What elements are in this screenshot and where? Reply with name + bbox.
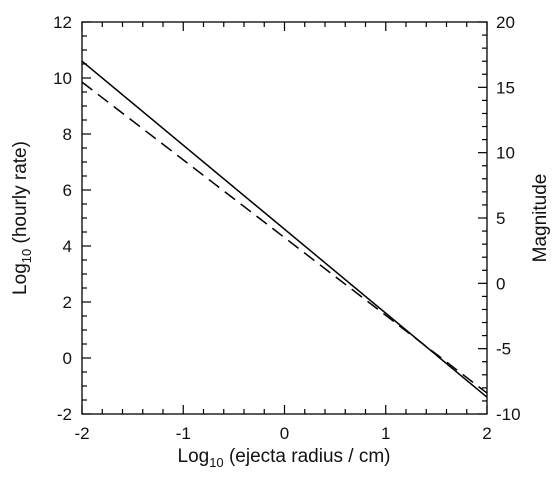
- x-axis-title: Log10 (ejecta radius / cm): [178, 446, 391, 470]
- y-tick-label: 6: [63, 181, 72, 200]
- y-tick-label: 12: [53, 13, 72, 32]
- y2-tick-label: -10: [496, 405, 521, 424]
- y-tick-label: -2: [57, 405, 72, 424]
- series-line-solid: [81, 60, 488, 398]
- plot-frame: [81, 21, 488, 415]
- x-tick-label: 1: [381, 424, 390, 443]
- y2-tick-label: -5: [496, 340, 511, 359]
- y-tick-label: 8: [63, 125, 72, 144]
- series-line-dashed: [81, 81, 488, 394]
- x-tick-label: -1: [176, 424, 191, 443]
- y2-tick-label: 10: [496, 144, 515, 163]
- y2-tick-label: 0: [496, 274, 505, 293]
- y2-axis-title: Magnitude: [530, 174, 551, 263]
- series-layer: [81, 60, 488, 398]
- y2-tick-label: 5: [496, 209, 505, 228]
- x-tick-label: 0: [280, 424, 289, 443]
- x-tick-label: 2: [482, 424, 491, 443]
- y-tick-label: 4: [63, 237, 72, 256]
- y2-tick-label: 20: [496, 13, 515, 32]
- x-tick-label: -2: [74, 424, 89, 443]
- y-tick-label: 10: [53, 69, 72, 88]
- y-tick-label: 2: [63, 293, 72, 312]
- y-axis-title: Log10 (hourly rate): [10, 141, 34, 295]
- y2-tick-label: 15: [496, 78, 515, 97]
- y-tick-label: 0: [63, 349, 72, 368]
